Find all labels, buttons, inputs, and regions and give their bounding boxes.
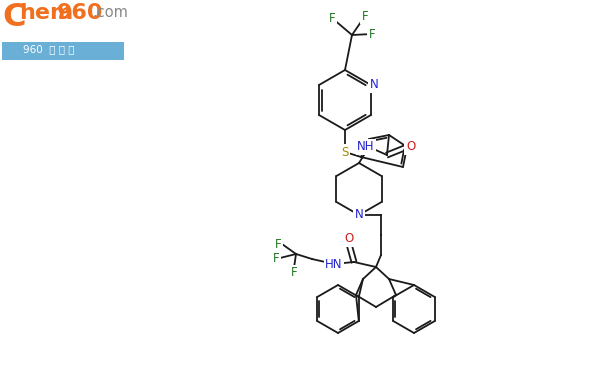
Text: .com: .com (92, 5, 128, 20)
Text: S: S (341, 146, 348, 159)
Text: N: N (370, 78, 378, 92)
Text: NH: NH (357, 141, 374, 153)
Text: O: O (407, 141, 416, 153)
Text: F: F (275, 237, 281, 250)
Text: F: F (362, 9, 368, 22)
Text: C: C (2, 2, 25, 33)
Text: F: F (329, 12, 335, 24)
Bar (2, 42, 124, 60)
Text: 960  化 工 网: 960 化 工 网 (23, 44, 74, 54)
Text: 960: 960 (57, 3, 103, 23)
Text: F: F (368, 27, 375, 40)
Text: N: N (355, 209, 364, 222)
Text: F: F (273, 252, 280, 264)
Text: O: O (344, 232, 354, 246)
Text: F: F (290, 267, 297, 279)
Text: hem: hem (19, 3, 73, 23)
Text: HN: HN (325, 258, 343, 270)
Text: S: S (405, 141, 413, 153)
